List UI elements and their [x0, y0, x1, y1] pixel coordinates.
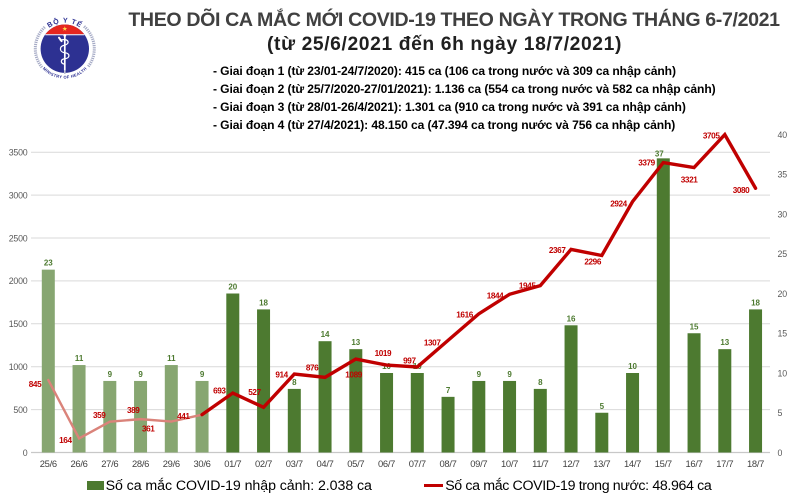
- svg-text:16: 16: [567, 314, 576, 323]
- svg-text:20: 20: [228, 283, 237, 292]
- svg-text:3500: 3500: [9, 148, 28, 158]
- svg-text:18: 18: [259, 298, 268, 307]
- svg-text:164: 164: [59, 436, 72, 445]
- svg-text:40: 40: [778, 130, 788, 140]
- svg-text:06/7: 06/7: [378, 458, 395, 469]
- svg-text:1000: 1000: [9, 362, 28, 372]
- svg-text:389: 389: [127, 406, 140, 415]
- svg-text:15: 15: [778, 329, 788, 339]
- svg-text:2500: 2500: [9, 233, 28, 243]
- svg-text:361: 361: [142, 425, 155, 434]
- svg-text:1945: 1945: [519, 282, 536, 291]
- svg-text:26/6: 26/6: [71, 458, 88, 469]
- svg-text:7: 7: [446, 386, 451, 395]
- svg-text:3080: 3080: [733, 186, 750, 195]
- svg-text:23: 23: [44, 259, 53, 268]
- svg-text:10/7: 10/7: [501, 458, 518, 469]
- svg-text:5: 5: [778, 408, 783, 418]
- svg-text:8: 8: [538, 378, 543, 387]
- svg-text:3000: 3000: [9, 190, 28, 200]
- svg-text:27/6: 27/6: [101, 458, 118, 469]
- svg-text:5: 5: [600, 402, 605, 411]
- svg-text:9: 9: [507, 370, 512, 379]
- svg-text:07/7: 07/7: [409, 458, 426, 469]
- svg-text:11/7: 11/7: [532, 458, 548, 469]
- svg-text:14/7: 14/7: [624, 458, 641, 469]
- svg-text:9: 9: [200, 370, 205, 379]
- svg-text:997: 997: [403, 357, 416, 366]
- svg-text:37: 37: [655, 150, 664, 159]
- svg-text:35: 35: [778, 170, 788, 180]
- svg-text:2367: 2367: [549, 246, 566, 255]
- svg-text:25: 25: [778, 249, 788, 259]
- svg-text:15: 15: [690, 322, 699, 331]
- svg-text:3321: 3321: [681, 176, 698, 185]
- svg-text:18: 18: [751, 298, 760, 307]
- svg-text:11: 11: [75, 354, 84, 363]
- svg-text:13: 13: [720, 338, 729, 347]
- svg-text:08/7: 08/7: [440, 458, 457, 469]
- svg-text:0: 0: [778, 448, 783, 458]
- svg-text:20: 20: [778, 289, 788, 299]
- svg-text:9: 9: [477, 370, 482, 379]
- svg-text:12/7: 12/7: [563, 458, 580, 469]
- svg-text:13: 13: [351, 338, 360, 347]
- svg-text:30: 30: [778, 209, 788, 219]
- svg-text:09/7: 09/7: [470, 458, 487, 469]
- svg-text:17/7: 17/7: [716, 458, 733, 469]
- svg-text:441: 441: [177, 412, 190, 421]
- svg-text:1616: 1616: [456, 310, 473, 319]
- svg-text:28/6: 28/6: [132, 458, 149, 469]
- svg-text:9: 9: [138, 370, 143, 379]
- svg-text:18/7: 18/7: [747, 458, 764, 469]
- svg-text:30/6: 30/6: [194, 458, 211, 469]
- svg-text:2000: 2000: [9, 276, 28, 286]
- svg-text:693: 693: [213, 387, 226, 396]
- svg-text:BỘ Y TẾ: BỘ Y TẾ: [46, 16, 85, 29]
- svg-text:15/7: 15/7: [655, 458, 672, 469]
- svg-text:527: 527: [248, 388, 261, 397]
- svg-text:1844: 1844: [487, 291, 504, 300]
- svg-text:8: 8: [292, 378, 297, 387]
- svg-text:04/7: 04/7: [317, 458, 334, 469]
- svg-text:03/7: 03/7: [286, 458, 303, 469]
- svg-text:1500: 1500: [9, 319, 28, 329]
- svg-text:3705: 3705: [703, 132, 720, 141]
- svg-text:1307: 1307: [424, 338, 441, 347]
- svg-text:1019: 1019: [375, 349, 392, 358]
- svg-text:2296: 2296: [584, 257, 601, 266]
- svg-text:16/7: 16/7: [686, 458, 703, 469]
- svg-text:02/7: 02/7: [255, 458, 272, 469]
- svg-text:359: 359: [93, 411, 106, 420]
- svg-text:845: 845: [29, 380, 42, 389]
- svg-text:10: 10: [628, 362, 637, 371]
- svg-text:10: 10: [778, 368, 788, 378]
- svg-text:14: 14: [321, 330, 330, 339]
- svg-text:500: 500: [13, 405, 27, 415]
- svg-text:25/6: 25/6: [40, 458, 57, 469]
- svg-text:876: 876: [306, 363, 319, 372]
- svg-text:01/7: 01/7: [224, 458, 241, 469]
- svg-text:1089: 1089: [345, 371, 362, 380]
- svg-text:05/7: 05/7: [347, 458, 364, 469]
- svg-text:29/6: 29/6: [163, 458, 180, 469]
- svg-text:9: 9: [108, 370, 113, 379]
- svg-text:13/7: 13/7: [593, 458, 610, 469]
- svg-text:11: 11: [167, 354, 176, 363]
- svg-text:3379: 3379: [638, 159, 655, 168]
- svg-text:2924: 2924: [610, 199, 627, 208]
- svg-text:914: 914: [275, 371, 288, 380]
- svg-text:0: 0: [23, 448, 28, 458]
